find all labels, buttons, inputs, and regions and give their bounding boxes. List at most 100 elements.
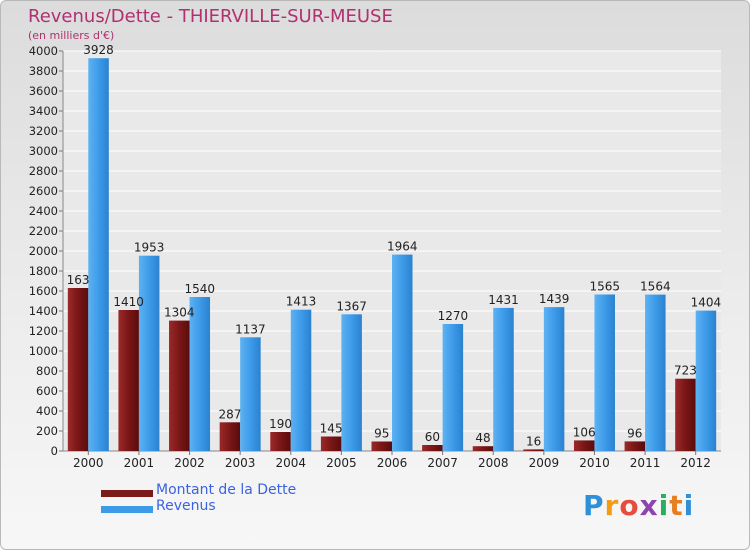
y-tick-label: 200 [36, 424, 58, 438]
y-tick-label: 1000 [29, 344, 58, 358]
data-label-revenue: 1137 [235, 322, 266, 336]
y-tick-label: 3400 [29, 104, 58, 118]
data-label-debt: 48 [475, 431, 490, 445]
x-tick-label: 2004 [275, 456, 306, 470]
data-label-debt: 95 [374, 427, 389, 441]
x-tick-label: 2007 [427, 456, 458, 470]
logo-letter: i [658, 489, 670, 522]
bar-revenue [695, 310, 717, 451]
y-tick-label: 3600 [29, 84, 58, 98]
y-tick-label: 800 [36, 364, 58, 378]
data-label-debt: 60 [425, 430, 440, 444]
data-label-revenue: 1565 [589, 280, 620, 294]
bar-debt [118, 310, 139, 451]
y-tick-label: 2800 [29, 164, 58, 178]
bar-revenue [290, 309, 312, 451]
data-label-debt: 16 [526, 434, 541, 448]
data-label-revenue: 1964 [387, 240, 418, 254]
x-tick-label: 2002 [174, 456, 205, 470]
data-label-debt: 723 [674, 364, 697, 378]
y-tick-label: 2400 [29, 204, 58, 218]
y-tick-label: 3000 [29, 144, 58, 158]
bar-revenue [138, 255, 160, 451]
data-label-revenue: 1367 [336, 299, 367, 313]
chart-subtitle: (en milliers d'€) [28, 29, 115, 42]
bar-debt [675, 378, 696, 451]
data-label-revenue: 1431 [488, 293, 519, 307]
logo-letter: P [583, 489, 605, 522]
x-tick-label: 2011 [630, 456, 661, 470]
logo-letter: i [683, 489, 695, 522]
bar-revenue [88, 58, 109, 451]
data-label-debt: 96 [627, 426, 642, 440]
bar-revenue [341, 314, 362, 451]
legend-label-revenue: Revenus [156, 498, 216, 514]
logo-letter: x [639, 489, 659, 522]
bar-debt [270, 432, 291, 451]
x-tick-label: 2005 [326, 456, 357, 470]
y-tick-label: 4000 [29, 44, 58, 58]
proxiti-logo: Proxiti [583, 489, 694, 522]
data-label-revenue: 1404 [691, 296, 722, 310]
bar-revenue [493, 307, 514, 451]
y-tick-label: 2200 [29, 224, 58, 238]
y-tick-label: 3800 [29, 64, 58, 78]
x-tick-label: 2003 [225, 456, 256, 470]
data-label-revenue: 1413 [286, 295, 317, 309]
data-label-debt: 1304 [164, 306, 195, 320]
x-tick-label: 2001 [124, 456, 155, 470]
legend-label-debt: Montant de la Dette [156, 482, 297, 498]
y-tick-label: 2600 [29, 184, 58, 198]
bar-debt [219, 422, 241, 451]
data-label-revenue: 1953 [134, 241, 165, 255]
bar-debt [573, 440, 595, 451]
bar-revenue [392, 254, 413, 451]
logo-letter: o [619, 489, 640, 522]
bar-revenue [189, 297, 211, 451]
x-tick-label: 2008 [478, 456, 509, 470]
bar-revenue [543, 307, 565, 451]
y-tick-label: 1600 [29, 284, 58, 298]
bar-revenue [645, 294, 666, 451]
data-label-revenue: 3928 [83, 43, 114, 57]
bar-debt [422, 445, 443, 451]
y-tick-label: 2000 [29, 244, 58, 258]
x-tick-label: 2012 [680, 456, 711, 470]
data-label-debt: 106 [573, 425, 596, 439]
x-tick-label: 2009 [529, 456, 560, 470]
y-tick-label: 600 [36, 384, 58, 398]
legend-swatch-revenue [101, 506, 153, 513]
bar-debt [371, 441, 392, 451]
bar-debt [169, 320, 190, 451]
y-tick-label: 3200 [29, 124, 58, 138]
data-label-debt: 145 [320, 422, 343, 436]
x-tick-label: 2010 [579, 456, 610, 470]
data-label-debt: 163 [67, 273, 90, 287]
data-label-debt: 190 [269, 417, 292, 431]
y-tick-label: 1200 [29, 324, 58, 338]
data-label-revenue: 1439 [539, 292, 570, 306]
data-label-revenue: 1270 [438, 309, 469, 323]
y-tick-label: 1800 [29, 264, 58, 278]
x-tick-label: 2006 [377, 456, 408, 470]
bar-debt [67, 288, 89, 451]
y-tick-label: 1400 [29, 304, 58, 318]
data-label-debt: 287 [218, 407, 241, 421]
logo-letter: t [669, 489, 684, 522]
logo-letter: r [604, 489, 620, 522]
y-tick-label: 400 [36, 404, 58, 418]
y-tick-label: 0 [51, 444, 58, 458]
bar-revenue [240, 337, 261, 451]
x-tick-label: 2000 [73, 456, 104, 470]
bar-debt [472, 446, 494, 451]
bar-debt [320, 436, 342, 451]
chart-title: Revenus/Dette - THIERVILLE-SUR-MEUSE [28, 6, 393, 27]
data-label-revenue: 1540 [185, 282, 216, 296]
bar-debt [624, 441, 646, 451]
bar-revenue [594, 294, 615, 451]
data-label-debt: 1410 [113, 295, 144, 309]
bar-debt [523, 449, 544, 451]
legend-swatch-debt [101, 490, 153, 497]
